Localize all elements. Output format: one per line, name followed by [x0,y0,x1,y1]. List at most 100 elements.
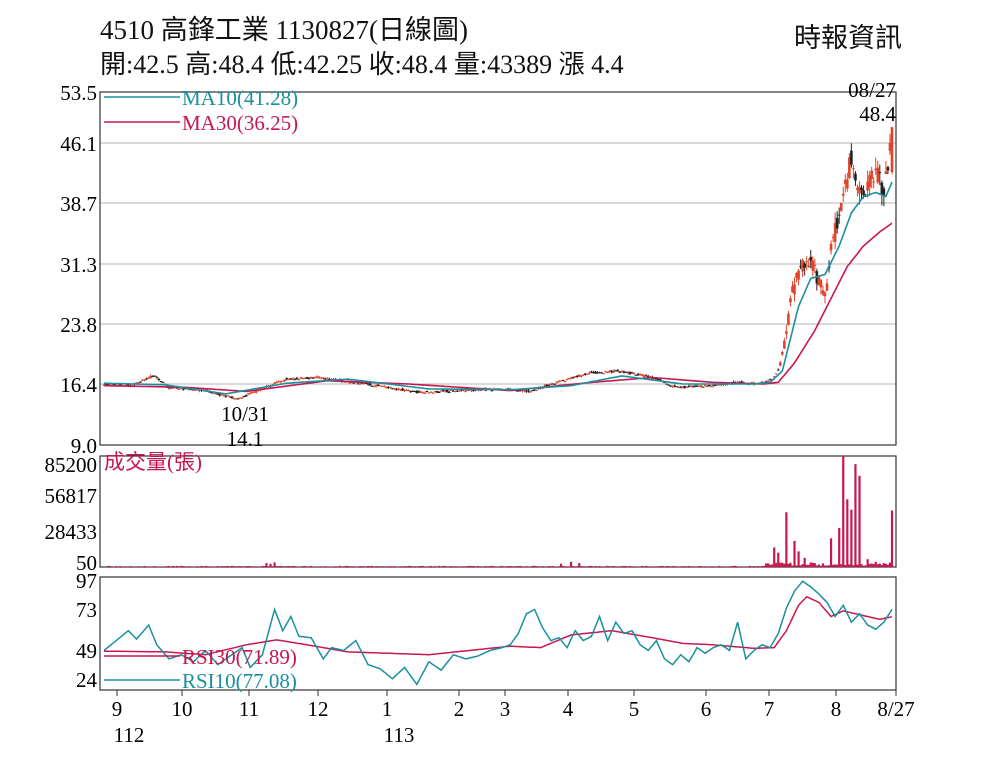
candle-body [565,379,569,381]
volume-axis-ticks: 85200 56817 28433 50 [45,453,98,575]
candle-body [443,390,447,392]
candle-body [880,182,884,194]
candle-body [776,369,780,371]
candle-body [555,381,559,383]
candle-body [778,362,782,366]
candle-body [405,389,408,391]
ma30-legend-label: MA30(36.25) [182,111,298,135]
candle-body [137,382,140,384]
candle-body [102,384,106,386]
candle-body [382,385,386,387]
candle-body [848,157,851,178]
candle-body [384,387,388,389]
candle-body [220,394,224,396]
candle-body [799,265,802,267]
candle-body [519,390,522,392]
candle-body [805,261,809,263]
candle-body [772,376,776,378]
candle-body [888,142,892,151]
low-price-annotation: 14.1 [227,427,264,451]
candle-body [161,381,165,383]
candle-body [590,371,593,373]
candle-body [569,377,573,379]
candle-body [129,384,132,386]
candle-body [553,383,557,385]
candle-body [878,172,882,174]
candle-body [145,378,148,380]
candle-body [602,373,605,375]
low-date-annotation: 10/31 [221,402,269,426]
candle-body [663,382,666,384]
candle-body [596,372,599,374]
candle-body [297,379,301,381]
candle-body [793,284,796,295]
source-label: 時報資訊 [794,23,902,53]
candle-body [632,373,636,375]
candle-body [429,391,433,393]
candle-body [187,389,191,391]
candle-body [364,382,368,384]
candle-body [813,264,817,266]
candle-body [586,373,589,375]
candle-body [192,389,195,391]
candle-body [368,383,372,386]
candle-body [862,190,865,196]
candle-body [886,167,890,171]
candle-body [858,186,861,194]
candle-body [299,377,303,379]
candle-body [255,390,258,393]
candle-body [252,391,256,393]
candle-body [470,390,473,392]
candle-body [183,388,187,390]
month-label: 10 [172,697,193,721]
volume-title: 成交量(張) [104,450,202,474]
candle-body [328,379,331,381]
price-tick-label: 38.7 [60,192,97,216]
candle-body [614,370,618,372]
candle-body [454,391,457,393]
candle-body [789,298,792,303]
candle-body [179,387,183,389]
candle-body [687,385,691,387]
candle-body [592,372,595,374]
candle-body [291,378,295,380]
candle-body [230,396,234,398]
candle-body [821,290,825,295]
candle-body [571,376,575,378]
candle-body [801,260,804,272]
candle-body [366,383,370,385]
candle-body [709,385,713,387]
price-tick-label: 16.4 [60,373,97,397]
candle-body [628,371,632,374]
year-label: 113 [384,723,415,747]
price-axis-ticks: 53.5 46.1 38.7 31.3 23.8 16.4 9.0 [60,81,97,458]
candle-body [370,385,374,387]
candle-body [490,390,494,392]
candle-body [458,390,461,392]
candle-body [374,385,378,387]
panel-border [99,576,897,691]
candle-body [248,393,252,395]
candle-body [581,374,585,376]
candle-body [250,392,254,394]
candle-body [630,372,634,374]
candle-body [547,384,551,386]
candle-body [311,377,315,379]
candle-body [606,371,609,373]
candle-body [549,383,553,386]
rsi-legend: RSI30(71.89) RSI10(77.08) [104,645,297,693]
candle-body [705,385,709,387]
month-label: 11 [239,697,259,721]
candle-body [817,276,821,286]
candle-body [417,391,421,393]
grid-lines [100,142,896,385]
candle-body [433,391,437,393]
candle-body [234,398,238,400]
candle-body [563,380,567,382]
candle-body [391,388,394,390]
candle-body [573,376,577,378]
candle-body [358,383,362,385]
candle-body [360,382,364,384]
candle-body [620,371,624,373]
candle-body [774,373,778,375]
